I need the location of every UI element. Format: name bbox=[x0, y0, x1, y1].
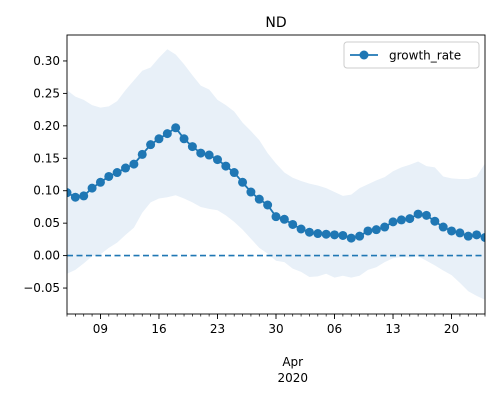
y-tick-label: 0.10 bbox=[33, 184, 60, 198]
data-point bbox=[121, 163, 131, 173]
legend-label: growth_rate bbox=[389, 49, 461, 63]
data-point bbox=[212, 155, 222, 165]
data-point bbox=[321, 229, 331, 239]
legend-marker-swatch bbox=[359, 50, 369, 60]
data-point bbox=[187, 142, 197, 152]
data-point bbox=[263, 200, 273, 210]
data-point bbox=[396, 215, 406, 225]
data-point bbox=[129, 159, 139, 169]
legend: growth_rate bbox=[343, 41, 480, 69]
data-point bbox=[179, 134, 189, 144]
data-point bbox=[288, 219, 298, 229]
data-point bbox=[104, 171, 114, 181]
data-point bbox=[438, 222, 448, 232]
axes-layer: −0.05 0.00 0.05 0.10 0.15 0.20 0.25 0.30 09 16 23 3… bbox=[23, 34, 486, 385]
data-point bbox=[271, 212, 281, 222]
data-point bbox=[137, 149, 147, 159]
data-point bbox=[346, 233, 356, 243]
x-tick-label: 09 bbox=[93, 322, 108, 336]
data-point bbox=[330, 230, 340, 240]
data-point bbox=[95, 177, 105, 187]
confidence-band-layer bbox=[67, 49, 485, 300]
data-point bbox=[229, 168, 239, 178]
x-tick-label: 06 bbox=[327, 322, 342, 336]
y-tick-label: −0.05 bbox=[23, 281, 60, 295]
data-point bbox=[380, 222, 390, 232]
data-point bbox=[79, 191, 89, 201]
data-point bbox=[313, 229, 323, 239]
x-tick-label: 30 bbox=[268, 322, 283, 336]
confidence-band bbox=[67, 49, 485, 300]
data-point bbox=[480, 232, 485, 242]
data-point bbox=[246, 187, 256, 197]
data-point bbox=[162, 129, 172, 139]
x-month-label: Apr bbox=[282, 355, 303, 369]
y-tick-label: 0.05 bbox=[33, 216, 60, 230]
data-point bbox=[447, 226, 457, 236]
data-point bbox=[146, 140, 156, 150]
data-point bbox=[413, 209, 423, 219]
data-point bbox=[472, 230, 482, 240]
y-tick-label: 0.20 bbox=[33, 119, 60, 133]
chart-title: ND bbox=[265, 15, 286, 31]
data-point bbox=[87, 183, 97, 193]
data-point bbox=[154, 134, 164, 144]
data-point bbox=[254, 194, 264, 204]
x-year-label: 2020 bbox=[277, 371, 308, 385]
x-tick-label: 20 bbox=[444, 322, 459, 336]
data-point bbox=[67, 188, 72, 198]
data-point bbox=[279, 214, 289, 224]
y-tick-label: 0.25 bbox=[33, 86, 60, 100]
data-point bbox=[338, 230, 348, 240]
data-point bbox=[196, 148, 206, 158]
data-point bbox=[463, 231, 473, 241]
data-point bbox=[430, 216, 440, 226]
data-point bbox=[296, 224, 306, 234]
data-point bbox=[238, 177, 248, 187]
y-tick-label: 0.00 bbox=[33, 249, 60, 263]
x-tick-label: 13 bbox=[385, 322, 400, 336]
data-point bbox=[363, 226, 373, 236]
series-marker-layer bbox=[67, 123, 485, 243]
data-point bbox=[112, 168, 122, 178]
data-point bbox=[421, 210, 431, 220]
data-point bbox=[371, 225, 381, 235]
x-tick-label: 23 bbox=[210, 322, 225, 336]
legend-box bbox=[343, 41, 480, 69]
data-point bbox=[221, 161, 231, 171]
x-tick-label: 16 bbox=[151, 322, 166, 336]
data-point bbox=[355, 231, 365, 241]
data-point bbox=[405, 214, 415, 224]
data-point bbox=[455, 228, 465, 238]
data-point bbox=[70, 192, 80, 202]
data-point bbox=[388, 217, 398, 227]
data-point bbox=[204, 150, 214, 160]
data-point bbox=[304, 227, 314, 237]
y-tick-label: 0.30 bbox=[33, 54, 60, 68]
y-tick-label: 0.15 bbox=[33, 151, 60, 165]
data-point bbox=[171, 123, 181, 133]
